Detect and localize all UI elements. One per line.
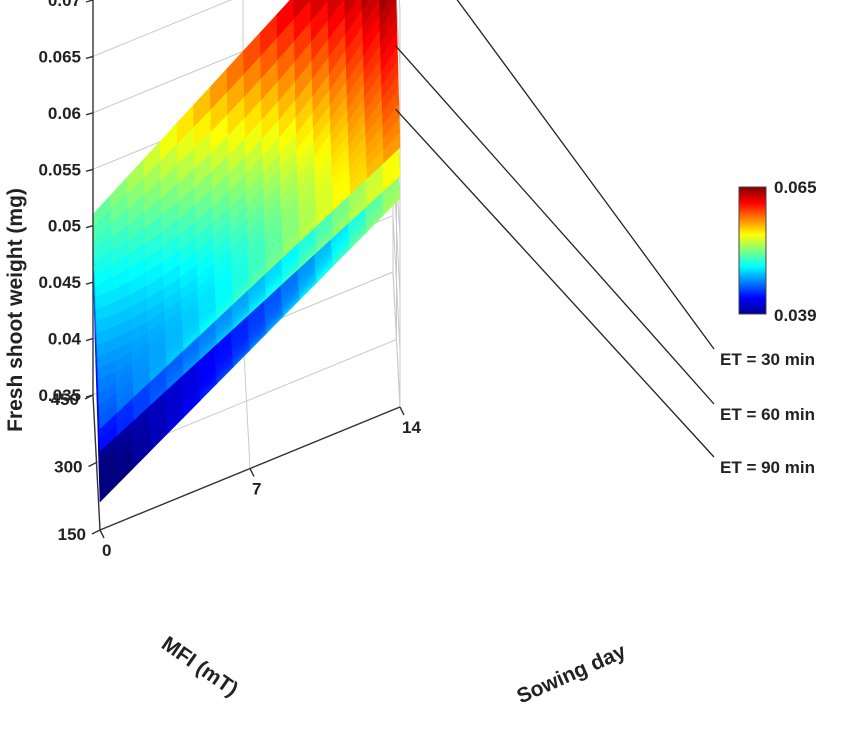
axis-layer: 0.035 0.04 0.045 0.05 0.055 0.06 0.065 0.07 150 3…	[38, 0, 421, 560]
surface-2-patch	[99, 425, 118, 452]
colorbar-min-label: 0.039	[774, 306, 817, 325]
z-tick-label: 0.065	[38, 47, 81, 66]
surface-label: ET = 90 min	[720, 458, 815, 477]
z-tick-label: 0.05	[48, 217, 81, 236]
z-tick-label: 0.055	[38, 160, 81, 179]
z-tick-label: 0.035	[38, 386, 81, 405]
y-tick-label: 300	[54, 458, 82, 477]
x-axis-label: Sowing day	[513, 640, 629, 709]
z-axis-label: Fresh shoot weight (mg)	[4, 188, 27, 432]
surface-label-leader	[395, 45, 715, 405]
colorbar	[738, 186, 767, 315]
z-tick-label: 0.045	[38, 273, 81, 292]
x-tick-label: 7	[252, 480, 261, 499]
y-tick-label: 150	[58, 525, 86, 544]
surface-1	[92, 0, 401, 430]
surface-label: ET = 30 min	[720, 350, 815, 369]
surface-labels: ET = 30 min ET = 60 min ET = 90 min	[395, 0, 815, 477]
z-tick-label: 0.06	[48, 104, 81, 123]
colorbar-max-label: 0.065	[774, 178, 817, 197]
surface-label-leader	[456, 0, 715, 350]
y-tick-label: 450	[51, 390, 79, 409]
surface-1-patch	[99, 402, 118, 430]
surface-label-leader	[395, 108, 715, 458]
y-axis-label: MFI (mT)	[157, 632, 242, 701]
z-tick-label: 0.07	[48, 0, 81, 10]
x-tick-label: 0	[102, 541, 111, 560]
surface-layer	[92, 0, 401, 503]
surface-label: ET = 60 min	[720, 405, 815, 424]
surface-3-patch	[99, 473, 118, 503]
z-tick-label: 0.04	[48, 330, 82, 349]
x-tick-label: 14	[402, 418, 421, 437]
